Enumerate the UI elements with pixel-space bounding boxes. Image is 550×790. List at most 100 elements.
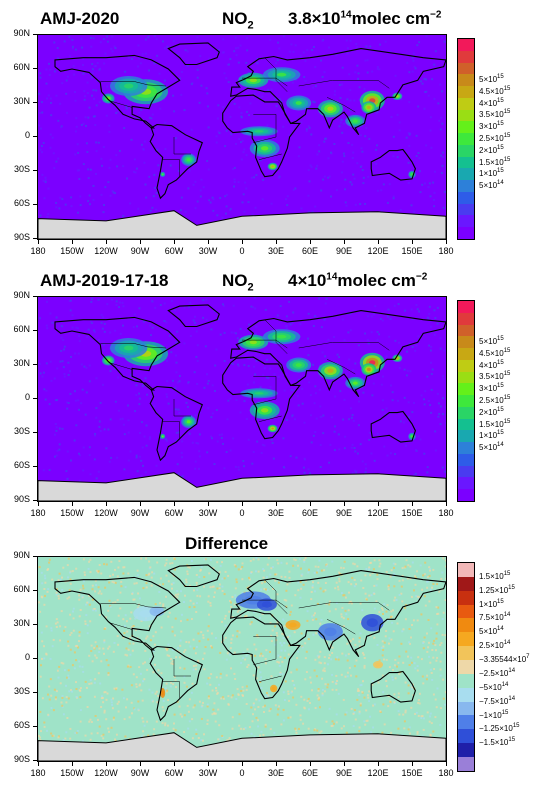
data-speckle [176,603,179,606]
colorbar-label: 1.5×1015 [479,418,511,429]
data-speckle [82,558,85,561]
data-speckle [180,71,183,73]
data-speckle [429,404,432,407]
data-speckle [246,110,248,113]
lon-tick [72,240,73,244]
data-speckle [115,300,118,303]
data-speckle [320,415,323,418]
data-speckle [172,683,175,686]
lon-tick-label: 60W [164,246,184,256]
data-speckle [324,302,327,305]
data-speckle [381,409,384,411]
data-speckle [230,605,233,608]
data-speckle [91,298,93,301]
data-speckle [61,198,64,201]
data-speckle [234,565,237,568]
data-speckle [138,666,141,669]
data-speckle [331,680,334,683]
data-speckle [75,117,78,120]
data-speckle [362,391,365,394]
colorbar-label: 1.25×1015 [479,584,515,595]
data-speckle [170,662,173,665]
data-speckle [226,652,229,655]
data-speckle [427,94,430,97]
data-speckle [266,692,268,694]
data-speckle [68,690,71,693]
data-speckle [335,721,338,724]
data-speckle [274,704,277,707]
map-svg [38,35,446,239]
data-speckle [346,52,349,55]
data-speckle [443,349,446,352]
data-speckle [245,61,248,64]
data-speckle [294,418,296,421]
data-speckle [309,472,311,475]
data-speckle [94,641,97,644]
data-speckle [159,602,162,605]
data-speckle [325,720,328,723]
data-speckle [133,365,136,368]
data-speckle [130,373,133,376]
data-speckle [261,655,264,657]
data-speckle [354,203,357,206]
data-speckle [239,614,242,617]
data-speckle [123,718,126,721]
data-speckle [257,719,259,722]
lat-tick-label: 30S [13,426,30,436]
data-speckle [46,327,49,330]
data-speckle [129,617,132,620]
data-speckle [284,576,287,578]
data-speckle [286,195,289,198]
data-speckle [224,636,227,639]
data-speckle [68,299,71,302]
data-speckle [428,182,431,185]
data-speckle [426,632,428,635]
data-speckle [352,151,355,154]
data-speckle [390,569,393,572]
data-speckle [95,407,98,410]
data-speckle [420,613,423,616]
map-panel-2020: AMJ-2020 NO2 3.8×1014molec cm−2 90N 60N 30… [0,0,550,260]
data-speckle [356,162,359,165]
data-speckle [287,653,290,656]
data-speckle [61,427,64,430]
data-speckle [376,67,379,70]
data-speckle [84,734,87,737]
data-speckle [229,600,231,602]
data-speckle [317,343,320,346]
data-speckle [413,427,416,430]
data-speckle [255,557,258,559]
data-speckle [84,413,87,416]
data-speckle [275,62,277,65]
data-speckle [271,442,274,444]
data-speckle [100,321,103,324]
data-speckle [224,195,227,198]
data-speckle [352,712,355,715]
data-speckle [148,69,150,72]
data-speckle [415,344,418,347]
colorbar-label: 2×1015 [479,144,504,155]
data-speckle [274,643,277,646]
data-speckle [87,328,90,331]
data-speckle [210,435,213,438]
data-speckle [321,75,324,78]
lon-tick [140,762,141,766]
data-speckle [157,164,160,167]
data-speckle [240,158,243,161]
data-speckle [179,713,182,716]
data-speckle [403,368,406,371]
data-speckle [404,709,407,712]
country-border [162,421,180,439]
data-speckle [348,358,351,361]
data-speckle [417,152,420,154]
data-speckle [225,205,228,208]
data-speckle [421,675,424,678]
data-speckle [382,623,385,626]
data-speckle [361,460,364,463]
data-speckle [129,637,131,640]
data-speckle [42,371,45,374]
data-speckle [275,573,278,576]
data-speckle [190,560,193,562]
data-speckle [350,416,353,419]
data-speckle [72,65,75,67]
